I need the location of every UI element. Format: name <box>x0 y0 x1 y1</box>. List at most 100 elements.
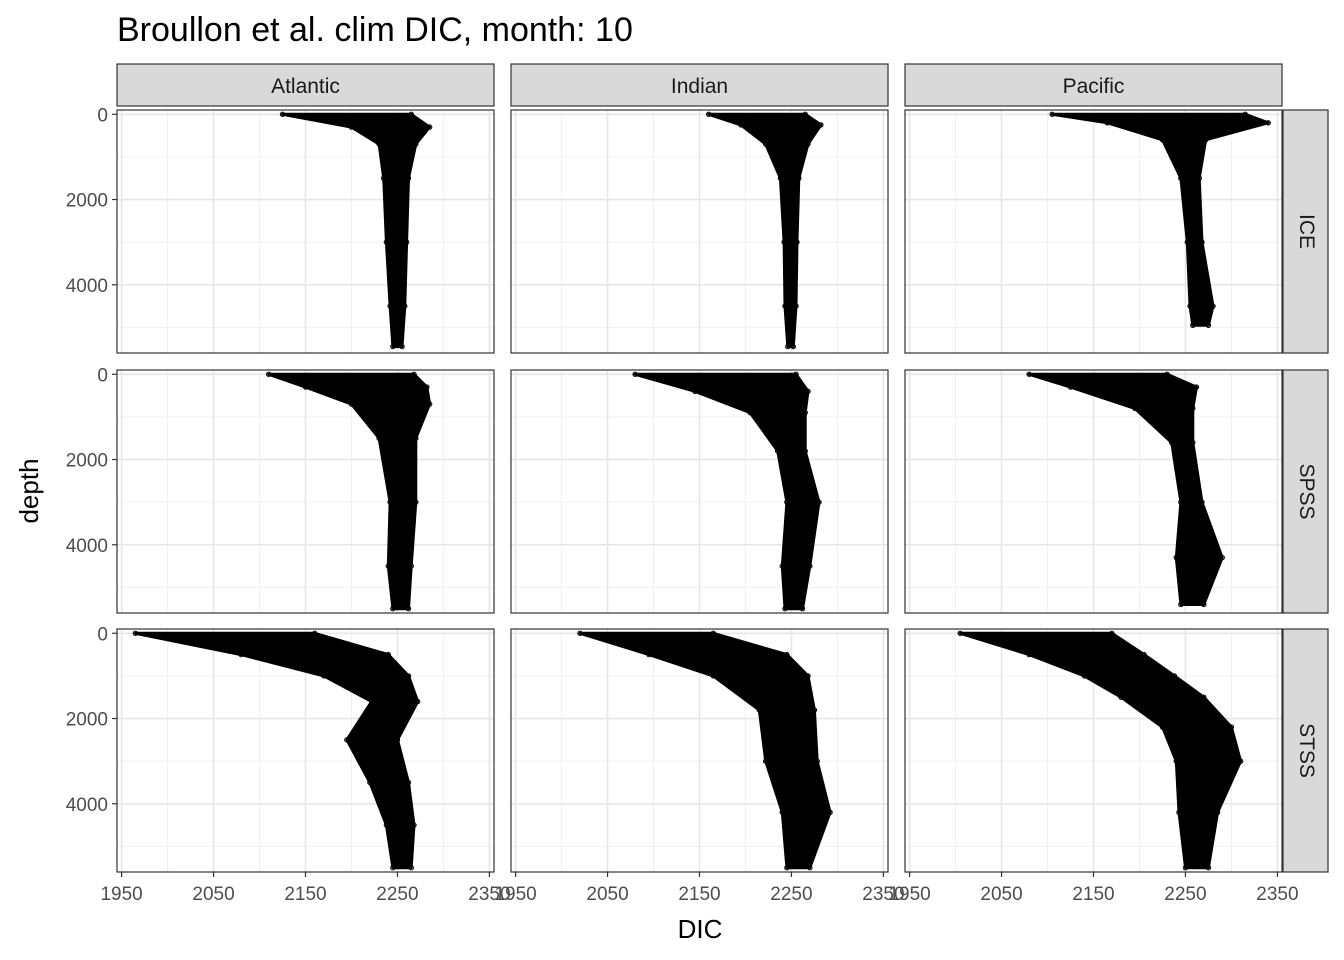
data-point <box>1201 601 1207 608</box>
y-tick-label: 0 <box>97 365 108 386</box>
data-point <box>405 779 412 786</box>
chart-title: Broullon et al. clim DIC, month: 10 <box>117 11 633 49</box>
panel-border <box>116 369 495 614</box>
data-point <box>814 758 820 764</box>
data-point <box>385 651 391 658</box>
panel-atlantic-ice: 0 2000 4000 <box>66 105 495 354</box>
data-points-cloud <box>267 372 432 611</box>
data-point <box>302 384 309 390</box>
column-strip-indian <box>510 63 889 107</box>
row-strip-label: STSS <box>1295 723 1318 778</box>
panel-border <box>510 369 889 614</box>
x-tick-label: 2050 <box>192 884 234 905</box>
x-tick-label: 2350 <box>862 884 904 905</box>
data-points-cloud <box>958 631 1243 870</box>
data-point <box>1178 601 1184 608</box>
data-point <box>646 651 652 658</box>
data-point <box>408 111 414 117</box>
column-strip-pacific <box>904 63 1283 107</box>
data-point <box>781 239 787 245</box>
data-point <box>747 409 753 416</box>
x-tick-label: 1950 <box>888 884 930 905</box>
data-point <box>411 371 417 377</box>
column-strip-label: Atlantic <box>271 75 340 98</box>
data-point <box>390 865 396 871</box>
y-tick-label: 4000 <box>66 795 108 816</box>
panel-indian-ice <box>510 109 889 354</box>
row-strip-label: SPSS <box>1295 463 1318 519</box>
y-tick-label: 0 <box>97 624 108 645</box>
data-point <box>394 737 401 743</box>
data-point <box>1187 303 1193 309</box>
data-point <box>763 141 769 147</box>
data-point <box>802 409 808 416</box>
data-point <box>1049 111 1055 117</box>
data-point <box>1141 651 1147 658</box>
data-point <box>405 606 412 612</box>
data-point <box>779 809 785 816</box>
data-point <box>692 388 698 395</box>
data-point <box>1159 137 1166 143</box>
data-point <box>1219 554 1225 561</box>
data-point <box>387 499 393 505</box>
data-point <box>1173 554 1179 561</box>
data-point <box>1067 384 1074 390</box>
data-point <box>311 630 318 636</box>
data-point <box>632 371 638 377</box>
data-point <box>376 141 382 147</box>
data-point <box>811 707 818 713</box>
data-point <box>1237 758 1244 764</box>
data-points-cloud <box>707 112 823 349</box>
data-point <box>779 563 785 569</box>
data-point <box>1178 175 1184 181</box>
row-strip-ice <box>1282 109 1329 354</box>
data-points-cloud <box>1027 372 1224 606</box>
data-point <box>1205 865 1212 871</box>
data-point <box>793 303 799 309</box>
data-point <box>793 371 799 377</box>
data-point <box>426 401 433 407</box>
y-tick-label: 2000 <box>66 451 108 472</box>
data-point <box>705 111 712 117</box>
data-point <box>784 651 790 658</box>
data-point <box>774 448 781 454</box>
data-point <box>383 822 390 828</box>
data-point <box>348 401 355 407</box>
data-point <box>1178 499 1184 505</box>
data-point <box>413 435 419 441</box>
data-point <box>376 435 382 441</box>
panel-atlantic-stss: 0 2000 4000 1950 2050 2150 2250 2350 <box>66 624 511 905</box>
data-point <box>1214 809 1221 816</box>
data-point <box>1202 137 1209 143</box>
x-tick-label: 2150 <box>1072 884 1114 905</box>
data-point <box>413 499 419 505</box>
data-point <box>1199 499 1205 505</box>
panel-border <box>510 109 889 354</box>
data-point <box>799 606 806 612</box>
data-point <box>369 698 375 705</box>
data-point <box>424 384 430 390</box>
data-point <box>1168 439 1175 446</box>
data-point <box>790 343 796 350</box>
data-points-cloud <box>281 112 432 349</box>
data-point <box>132 630 139 636</box>
data-point <box>818 122 824 128</box>
data-point <box>1159 724 1166 730</box>
panel-pacific-ice <box>904 109 1283 354</box>
data-point <box>1109 630 1115 636</box>
data-point <box>414 698 421 705</box>
data-point <box>279 111 286 117</box>
facet-panels: Atlantic Indian Pacific ICE SPSS STSS 0 2000 400… <box>66 63 1329 905</box>
panel-indian-stss: 1950 2050 2150 2250 2350 <box>494 628 905 905</box>
x-axis-label: DIC <box>678 914 723 944</box>
data-point <box>710 630 716 636</box>
data-point <box>1190 405 1196 412</box>
data-point <box>387 303 393 309</box>
data-point <box>413 141 419 147</box>
data-point <box>1199 239 1205 245</box>
data-point <box>1026 651 1032 658</box>
x-tick-label: 2250 <box>1164 884 1206 905</box>
row-strip-spss <box>1282 369 1329 614</box>
data-point <box>426 124 433 130</box>
data-point <box>1205 322 1212 328</box>
